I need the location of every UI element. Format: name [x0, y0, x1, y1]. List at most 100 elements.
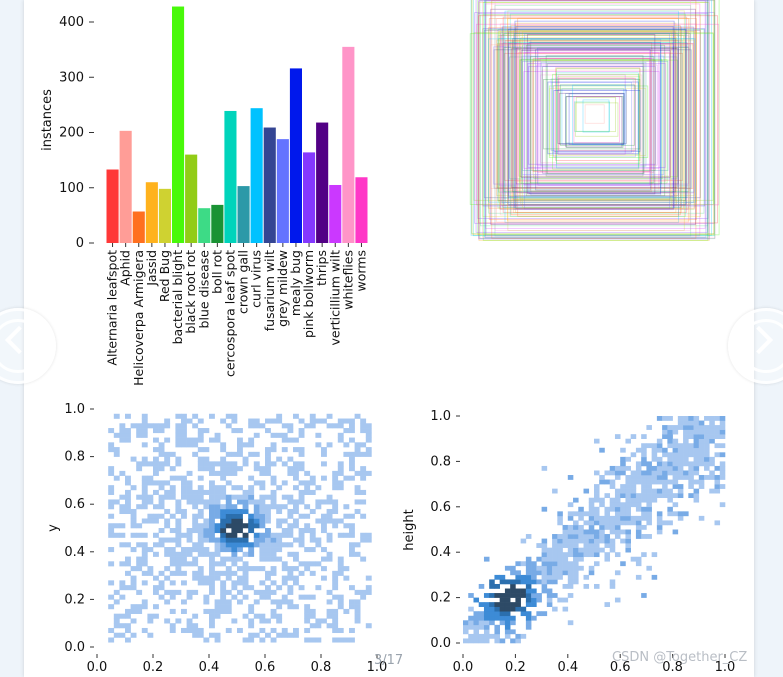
hist-cell	[220, 542, 227, 548]
hist-cell	[541, 574, 548, 580]
hist-cell	[478, 611, 485, 617]
hist-cell	[164, 480, 171, 486]
hist-cell	[220, 585, 227, 591]
hist-cell	[181, 580, 187, 586]
hist-cell	[237, 437, 243, 443]
hist-cell	[147, 632, 154, 638]
overlay-center	[591, 114, 599, 122]
hist-cell	[287, 528, 294, 534]
hist-cell	[231, 523, 238, 529]
hist-cell	[209, 523, 215, 529]
hist-cell	[214, 570, 221, 576]
hist-cell	[287, 632, 294, 638]
hist-cell	[265, 589, 271, 595]
hist-cell	[253, 504, 260, 510]
hist-cell	[315, 432, 322, 438]
hist-cell	[281, 575, 288, 581]
previous-page-button[interactable]	[0, 308, 56, 384]
hist-cell	[709, 438, 715, 444]
hist-cell	[552, 543, 558, 548]
hist-cell	[646, 515, 652, 521]
hist-cell	[259, 513, 266, 519]
hist-cell	[158, 451, 165, 457]
y-tick-label: 0.6	[430, 500, 451, 515]
hist-cell	[677, 475, 684, 480]
hist-cell	[594, 493, 600, 499]
hist-cell	[164, 599, 171, 605]
bar-category-label: bacterial blight	[170, 250, 185, 345]
hist-cell	[567, 552, 574, 558]
next-page-button[interactable]	[728, 308, 783, 384]
hist-cell	[541, 611, 548, 617]
overlay-box	[525, 44, 666, 197]
overlay-box	[559, 92, 625, 145]
hist-cell	[349, 637, 355, 643]
hist-cell	[197, 418, 204, 424]
hist-cell	[158, 513, 165, 519]
hist-cell	[175, 556, 182, 562]
hist-cell	[304, 608, 311, 614]
hist-cell	[337, 570, 344, 576]
hist-cell	[332, 470, 339, 476]
hist-cell	[688, 420, 694, 426]
hist-cell	[186, 470, 193, 476]
hist-cell	[237, 523, 243, 529]
hist-cell	[248, 542, 255, 548]
overlay-box	[485, 0, 706, 229]
overlay-box	[519, 38, 674, 194]
hist-cell	[641, 534, 647, 539]
hist-cell	[583, 574, 590, 580]
hist-cell	[641, 524, 647, 530]
hist-cell	[209, 504, 215, 510]
hist-cell	[562, 524, 569, 530]
hist-cell	[515, 570, 521, 576]
hist-cell	[567, 565, 574, 571]
bar-1	[106, 169, 119, 243]
hist-cell	[494, 574, 500, 580]
bar-category-label: Alternaria leafspot	[105, 250, 120, 366]
hist-cell	[546, 602, 553, 607]
hist-cell	[169, 513, 176, 519]
hist-cell	[641, 484, 647, 489]
hist-cell	[225, 451, 232, 457]
hist-cell	[209, 461, 215, 467]
hist-cell	[683, 425, 689, 430]
hist-cell	[225, 604, 232, 610]
bar-category-label: Red Bug	[157, 250, 172, 302]
hist-cell	[520, 588, 527, 594]
hist-cell	[113, 499, 120, 505]
hist-cell	[119, 508, 126, 515]
hist-cell	[321, 513, 327, 519]
hist-cell	[672, 511, 679, 517]
hist-cell	[253, 499, 260, 505]
x-tick-label: 0.2	[143, 660, 164, 675]
overlay-box	[552, 73, 640, 170]
hist-cell	[667, 506, 673, 512]
hist-cell	[349, 461, 355, 467]
hist-cell	[276, 618, 283, 624]
hist-cell	[583, 511, 590, 517]
overlay-box	[530, 38, 662, 196]
hist-cell	[546, 556, 553, 562]
hist-cell	[573, 543, 579, 548]
hist-cell	[293, 632, 299, 638]
hist-cell	[604, 515, 611, 521]
hist-cell	[304, 566, 311, 572]
hist-cell	[158, 447, 165, 453]
hist-cell	[197, 542, 204, 548]
bar-8	[198, 208, 211, 243]
hist-cell	[630, 502, 637, 508]
hist-cell	[248, 485, 255, 491]
hist-cell	[231, 551, 238, 557]
hist-cell	[197, 428, 204, 434]
hist-cell	[298, 494, 305, 500]
hist-cell	[667, 452, 673, 458]
hist-cell	[209, 485, 215, 491]
hist-cell	[473, 629, 480, 635]
hist-cell	[147, 475, 154, 481]
hist-cell	[567, 579, 574, 585]
hist-cell	[270, 542, 277, 548]
hist-cell	[483, 620, 490, 626]
hist-cell	[175, 589, 182, 595]
hist-cell	[181, 599, 187, 605]
